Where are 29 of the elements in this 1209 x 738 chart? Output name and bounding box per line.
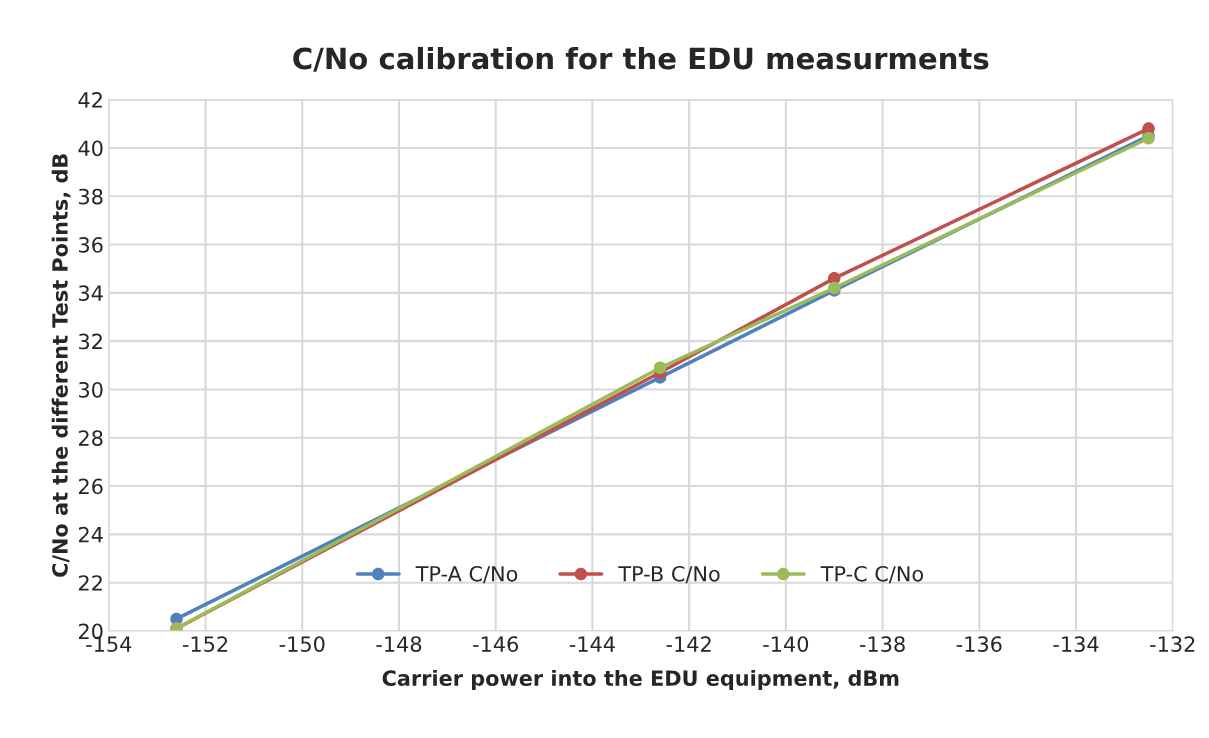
y-tick-label: 26 (78, 478, 103, 495)
y-tick-label: 24 (78, 526, 103, 543)
x-tick-label: -152 (182, 636, 228, 652)
x-tick-label: -136 (956, 636, 1002, 652)
x-tick-label: -134 (1053, 636, 1099, 652)
x-tick-label: -142 (666, 636, 711, 652)
y-tick-label: 40 (78, 140, 103, 157)
chart-title: C/No calibration for the EDU measurments (293, 46, 989, 72)
y-tick-label: 36 (79, 237, 103, 253)
y-tick-label: 32 (79, 333, 102, 350)
legend-label: TP-C C/No (820, 565, 924, 584)
x-tick-label: -148 (376, 636, 422, 652)
x-tick-label: -138 (859, 636, 905, 652)
y-tick-label: 34 (79, 285, 103, 302)
point (653, 361, 667, 374)
y-tick-label: 38 (79, 188, 103, 205)
x-tick-label: -150 (279, 636, 325, 652)
x-tick-label: -144 (569, 636, 615, 652)
legend-label: TP-A C/No (415, 565, 518, 584)
y-axis-title: C/No at the different Test Points, dB (51, 154, 71, 577)
y-tick-label: 22 (78, 575, 102, 591)
y-tick-label: 42 (78, 92, 102, 108)
y-tick-label: 30 (79, 381, 103, 398)
x-tick-label: -146 (473, 636, 519, 652)
legend-label: TP-B C/No (618, 565, 720, 584)
x-tick-label: -132 (1150, 636, 1195, 652)
x-tick-label: -140 (763, 636, 809, 652)
y-tick-label: 28 (78, 430, 103, 446)
x-axis-title: Carrier power into the EDU equipment, dBm (382, 669, 899, 691)
